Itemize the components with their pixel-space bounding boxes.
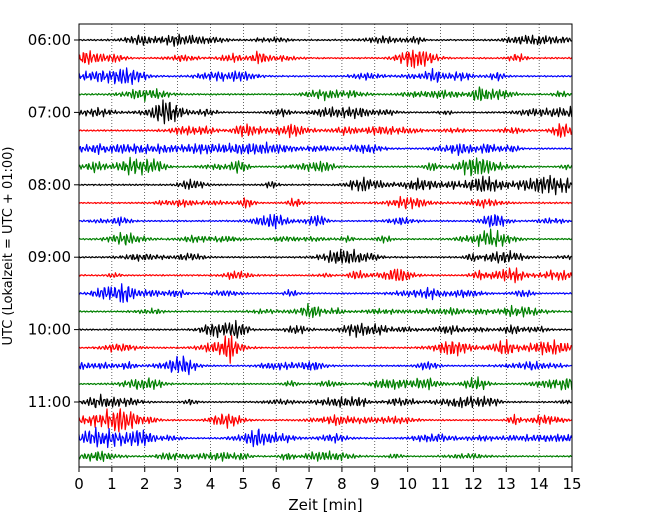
grid-lines bbox=[111, 24, 540, 467]
x-tick-label: 9 bbox=[370, 475, 380, 493]
trace-0830 bbox=[78, 213, 573, 230]
trace-1130 bbox=[78, 426, 573, 449]
trace-0730 bbox=[78, 141, 573, 157]
trace-0700 bbox=[78, 99, 573, 125]
x-tick-label: 14 bbox=[530, 475, 549, 493]
trace-1100 bbox=[78, 393, 573, 409]
trace-0845 bbox=[78, 228, 572, 248]
trace-0615 bbox=[78, 49, 573, 69]
x-tick-label: 7 bbox=[304, 475, 314, 493]
y-axis-ticks: 06:00 07:00 08:00 09:00 10:00 11:00 bbox=[28, 31, 79, 411]
trace-0645 bbox=[78, 86, 573, 103]
x-tick-label: 3 bbox=[173, 475, 183, 493]
x-tick-label: 8 bbox=[337, 475, 347, 493]
trace-0715 bbox=[78, 123, 573, 139]
y-tick-label: 06:00 bbox=[28, 31, 71, 49]
x-tick-label: 13 bbox=[497, 475, 516, 493]
x-tick-label: 6 bbox=[271, 475, 281, 493]
trace-1045 bbox=[78, 376, 573, 391]
trace-0800 bbox=[78, 174, 573, 196]
x-tick-label: 15 bbox=[562, 475, 581, 493]
trace-0745 bbox=[78, 156, 573, 177]
trace-1115 bbox=[78, 408, 573, 433]
y-tick-label: 08:00 bbox=[28, 176, 71, 194]
trace-0900 bbox=[78, 248, 573, 264]
x-tick-label: 11 bbox=[431, 475, 450, 493]
trace-0945 bbox=[78, 302, 573, 319]
x-tick-label: 5 bbox=[239, 475, 249, 493]
x-axis-ticks: 0 1 2 3 4 5 6 7 8 9 10 11 12 13 14 15 bbox=[74, 467, 582, 493]
trace-0600 bbox=[78, 33, 573, 47]
trace-1015 bbox=[78, 335, 573, 364]
x-tick-label: 1 bbox=[107, 475, 117, 493]
y-tick-label: 10:00 bbox=[28, 321, 71, 339]
x-axis-label: Zeit [min] bbox=[288, 496, 362, 514]
y-tick-label: 07:00 bbox=[28, 103, 71, 121]
trace-1145 bbox=[78, 450, 572, 462]
x-tick-label: 4 bbox=[206, 475, 216, 493]
trace-1030 bbox=[78, 355, 573, 376]
trace-1000 bbox=[78, 319, 573, 339]
trace-0930 bbox=[78, 283, 573, 304]
x-tick-label: 10 bbox=[398, 475, 417, 493]
y-tick-label: 11:00 bbox=[28, 393, 71, 411]
x-tick-label: 0 bbox=[74, 475, 84, 493]
seismic-traces bbox=[78, 33, 573, 462]
plot-frame bbox=[78, 23, 573, 468]
trace-0630 bbox=[78, 67, 572, 86]
x-tick-label: 2 bbox=[140, 475, 150, 493]
y-tick-label: 09:00 bbox=[28, 248, 71, 266]
x-tick-label: 12 bbox=[464, 475, 483, 493]
trace-0815 bbox=[78, 195, 572, 210]
y-axis-label: UTC (Lokalzeit = UTC + 01:00) bbox=[1, 147, 16, 346]
trace-0915 bbox=[78, 267, 573, 284]
